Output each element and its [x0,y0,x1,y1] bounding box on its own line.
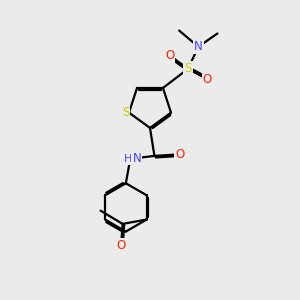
Text: N: N [194,40,203,53]
Text: O: O [116,238,126,252]
Text: O: O [202,73,212,85]
Text: H: H [124,154,132,164]
Text: N: N [132,152,141,165]
Text: O: O [165,49,174,62]
Text: S: S [122,106,129,119]
Text: S: S [184,62,192,75]
Text: O: O [176,148,185,161]
